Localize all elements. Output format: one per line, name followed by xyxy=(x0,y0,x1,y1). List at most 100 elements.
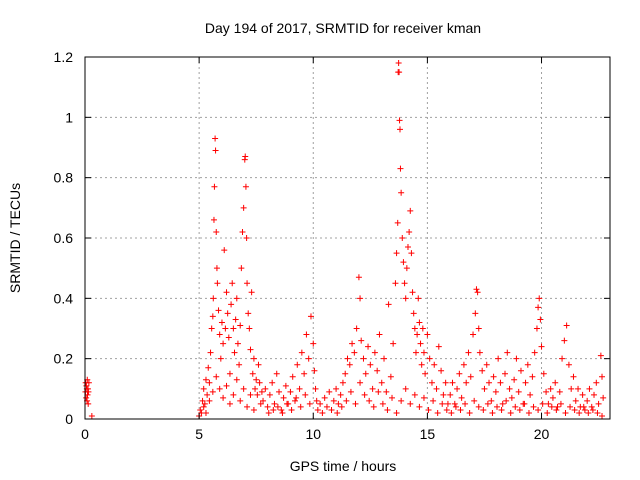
data-point xyxy=(204,391,211,398)
data-point xyxy=(330,397,337,404)
data-point xyxy=(209,313,216,320)
data-point xyxy=(229,280,236,287)
data-point xyxy=(411,391,418,398)
data-point xyxy=(494,403,501,410)
data-point xyxy=(310,340,317,347)
data-point xyxy=(370,403,377,410)
data-point xyxy=(206,397,213,404)
data-point xyxy=(537,316,544,323)
data-point xyxy=(600,394,607,401)
data-point xyxy=(335,400,342,407)
data-point xyxy=(474,289,481,296)
data-point xyxy=(296,385,303,392)
data-point xyxy=(357,295,364,302)
data-point xyxy=(389,394,396,401)
data-point xyxy=(521,400,528,407)
data-point xyxy=(559,355,566,362)
axis-ticks xyxy=(84,56,610,420)
data-point xyxy=(301,370,308,377)
data-point xyxy=(483,361,490,368)
data-point xyxy=(426,355,433,362)
data-point xyxy=(456,370,463,377)
data-point xyxy=(435,343,442,350)
data-point xyxy=(392,280,399,287)
data-point xyxy=(484,400,491,407)
data-point xyxy=(508,394,515,401)
data-point xyxy=(351,349,358,356)
data-point xyxy=(430,397,437,404)
data-point xyxy=(214,280,221,287)
data-point xyxy=(561,337,568,344)
data-point xyxy=(205,364,212,371)
data-point xyxy=(411,325,418,332)
data-point xyxy=(599,373,606,380)
data-point xyxy=(416,319,423,326)
data-point xyxy=(588,403,595,410)
data-point xyxy=(321,394,328,401)
data-point xyxy=(306,400,313,407)
data-point xyxy=(530,403,537,410)
data-point xyxy=(202,376,209,383)
data-point xyxy=(383,388,390,395)
data-point xyxy=(292,397,298,404)
data-point xyxy=(200,403,207,410)
data-point xyxy=(535,406,542,413)
data-point xyxy=(271,400,278,407)
data-point xyxy=(224,310,231,317)
data-point xyxy=(452,403,459,410)
data-point xyxy=(206,379,213,386)
data-point xyxy=(218,319,225,326)
data-point xyxy=(563,322,570,329)
data-point xyxy=(232,316,239,323)
data-point xyxy=(83,394,90,401)
data-point xyxy=(438,367,445,374)
data-point xyxy=(258,388,265,395)
data-point xyxy=(207,349,214,356)
data-point xyxy=(399,235,406,241)
data-point xyxy=(599,412,606,419)
data-point xyxy=(401,280,408,287)
y-axis-label: SRMTID / TECUs xyxy=(7,183,23,293)
data-point xyxy=(85,388,92,395)
data-point xyxy=(406,228,413,235)
data-point xyxy=(398,397,405,404)
data-point xyxy=(294,361,301,368)
data-point xyxy=(422,370,429,377)
data-point xyxy=(347,388,354,395)
data-point xyxy=(223,382,230,389)
data-point xyxy=(467,373,474,380)
data-point xyxy=(371,349,378,356)
data-point xyxy=(343,397,350,404)
data-point xyxy=(328,406,335,413)
data-point xyxy=(323,403,330,410)
data-point xyxy=(236,361,243,368)
data-point xyxy=(215,307,222,314)
x-tick-label: 20 xyxy=(534,426,550,442)
data-point xyxy=(233,295,240,302)
data-point xyxy=(398,189,405,196)
data-point xyxy=(502,370,508,377)
data-point xyxy=(454,385,461,392)
data-point xyxy=(270,406,277,413)
data-point xyxy=(470,331,477,338)
data-point xyxy=(297,403,304,410)
data-point xyxy=(213,373,220,380)
data-point xyxy=(419,325,426,332)
data-point xyxy=(466,409,473,416)
data-point xyxy=(201,400,208,407)
data-point xyxy=(515,388,522,395)
data-point xyxy=(472,310,479,317)
y-tick-labels: 0 0.2 0.4 0.6 0.8 1 1.2 xyxy=(54,49,74,427)
x-tick-label: 10 xyxy=(305,426,321,442)
data-point xyxy=(352,400,359,407)
data-point xyxy=(545,400,552,407)
data-point xyxy=(221,247,228,254)
data-point xyxy=(212,135,219,142)
data-point xyxy=(402,385,409,392)
data-point xyxy=(234,340,241,347)
data-point xyxy=(390,340,397,347)
data-point xyxy=(460,361,467,368)
data-point xyxy=(243,235,250,241)
data-point xyxy=(242,183,249,190)
data-point xyxy=(199,397,206,404)
